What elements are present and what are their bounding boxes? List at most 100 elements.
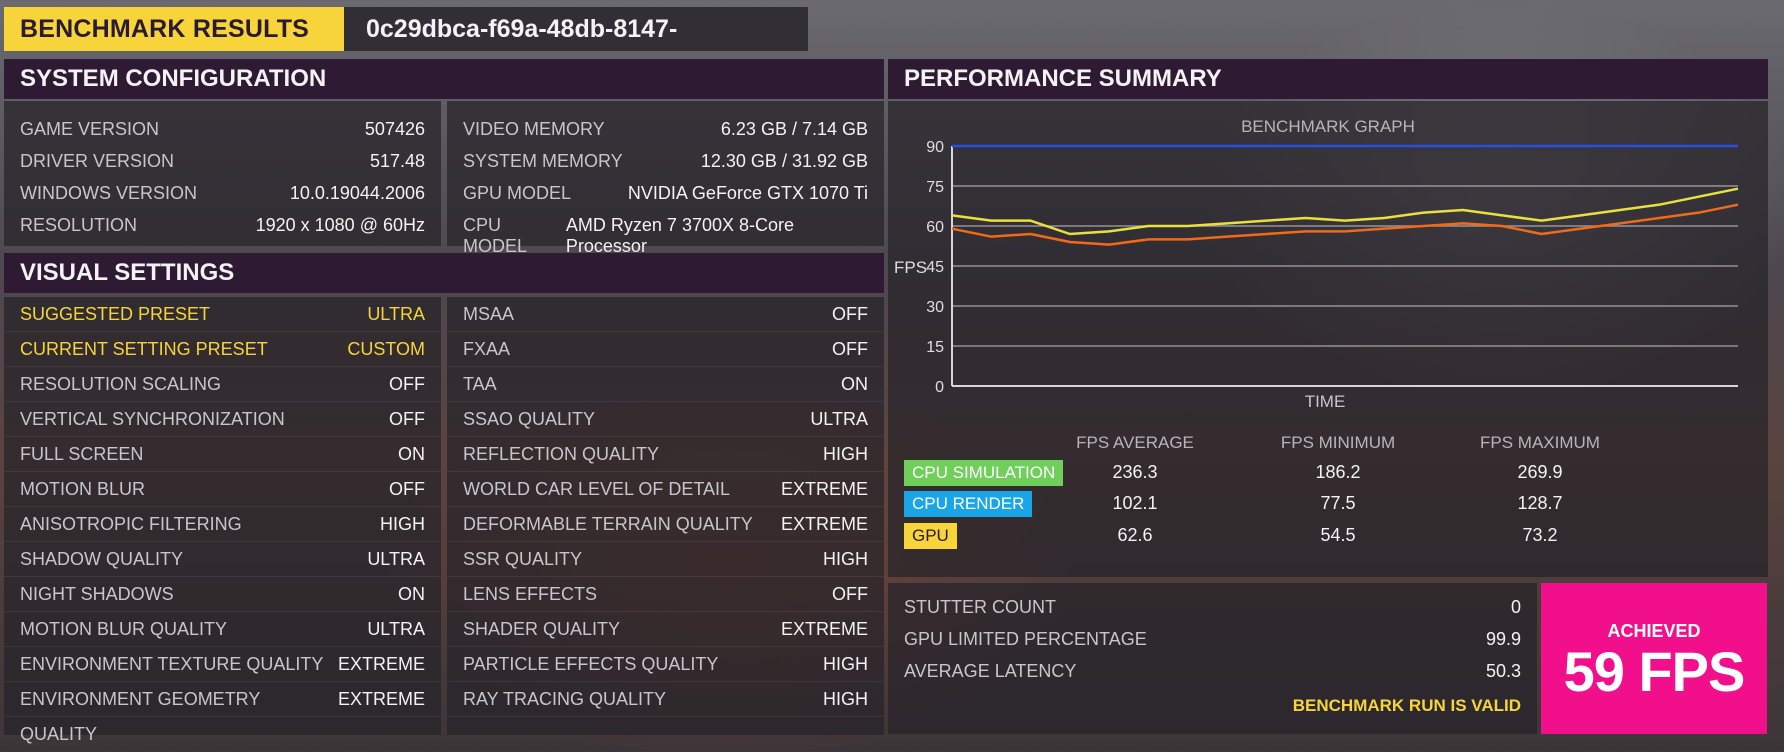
- setting-value: EXTREME: [780, 619, 868, 639]
- system-config-right: VIDEO MEMORY 6.23 GB / 7.14 GB SYSTEM MEM…: [447, 101, 884, 256]
- system-config-left: GAME VERSION 507426 DRIVER VERSION 517.48 …: [4, 101, 441, 246]
- achieved-value: 59 FPS: [1563, 640, 1746, 703]
- setting-label: ENVIRONMENT TEXTURE QUALITY: [20, 654, 324, 674]
- setting-label: DEFORMABLE TERRAIN QUALITY: [463, 514, 753, 534]
- stutter-count-label: STUTTER COUNT: [904, 597, 1056, 617]
- visual-setting-row: ENVIRONMENT TEXTURE QUALITY EXTREME: [4, 647, 441, 682]
- visual-setting-row: ENVIRONMENT GEOMETRY QUALITY EXTREME: [4, 682, 441, 744]
- visual-setting-row: SHADER QUALITY EXTREME: [447, 612, 884, 647]
- setting-label: RESOLUTION SCALING: [20, 374, 222, 394]
- visual-setting-row: MOTION BLUR OFF: [4, 472, 441, 507]
- setting-label: FULL SCREEN: [20, 444, 144, 464]
- setting-value: HIGH: [823, 549, 868, 569]
- system-config-header: SYSTEM CONFIGURATION: [4, 59, 884, 99]
- performance-panel: BENCHMARK GRAPH FPS 0 15 30 45 60 75 90 TIME FP…: [888, 101, 1768, 577]
- config-value: 517.48: [369, 151, 425, 171]
- visual-settings-right: MSAA OFF FXAA OFF TAA ON SSAO QUALITY ULTRA REFL…: [447, 297, 884, 735]
- config-row: SYSTEM MEMORY 12.30 GB / 31.92 GB: [447, 151, 884, 172]
- y-tick-label: 60: [926, 219, 944, 236]
- config-label: WINDOWS VERSION: [20, 183, 198, 203]
- col-fps-maximum: FPS MAXIMUM: [1480, 433, 1600, 452]
- setting-label: SSAO QUALITY: [463, 409, 596, 429]
- visual-setting-row: REFLECTION QUALITY HIGH: [447, 437, 884, 472]
- visual-setting-row: NIGHT SHADOWS ON: [4, 577, 441, 612]
- config-value: 12.30 GB / 31.92 GB: [700, 151, 868, 171]
- setting-label: PARTICLE EFFECTS QUALITY: [463, 654, 719, 674]
- setting-label: VERTICAL SYNCHRONIZATION: [20, 409, 285, 429]
- y-tick-label: 30: [926, 299, 944, 316]
- cpu-simulation-tag: CPU SIMULATION: [904, 460, 1064, 486]
- series-line: [951, 203, 1739, 246]
- achieved-label: ACHIEVED: [1607, 621, 1701, 641]
- config-row: VIDEO MEMORY 6.23 GB / 7.14 GB: [447, 119, 884, 140]
- config-value: 10.0.19044.2006: [289, 183, 425, 203]
- stat-value: 269.9: [1517, 462, 1563, 482]
- visual-setting-row: VERTICAL SYNCHRONIZATION OFF: [4, 402, 441, 437]
- setting-value: HIGH: [823, 654, 868, 674]
- visual-settings-left: SUGGESTED PRESET ULTRA CURRENT SETTING PRE…: [4, 297, 441, 744]
- stutter-count-value: 0: [1510, 597, 1521, 617]
- setting-value: OFF: [832, 339, 868, 359]
- config-row: GAME VERSION 507426: [4, 119, 441, 140]
- visual-setting-row: SUGGESTED PRESET ULTRA: [4, 297, 441, 332]
- config-label: RESOLUTION: [20, 215, 138, 235]
- achieved-fps-badge: ACHIEVED 59 FPS: [1541, 583, 1767, 734]
- stutter-count-row: STUTTER COUNT 0: [888, 597, 1537, 618]
- visual-setting-row: RAY TRACING QUALITY HIGH: [447, 682, 884, 717]
- setting-value: ULTRA: [367, 304, 425, 324]
- setting-value: ON: [841, 374, 868, 394]
- stat-value: 73.2: [1522, 525, 1558, 545]
- visual-setting-row: MOTION BLUR QUALITY ULTRA: [4, 612, 441, 647]
- setting-value: EXTREME: [780, 479, 868, 499]
- y-tick-label: 0: [935, 379, 944, 396]
- setting-label: MSAA: [463, 304, 515, 324]
- setting-label: SHADOW QUALITY: [20, 549, 184, 569]
- graph-title: BENCHMARK GRAPH: [1241, 117, 1415, 136]
- visual-settings-header: VISUAL SETTINGS: [4, 253, 884, 293]
- visual-setting-row: FULL SCREEN ON: [4, 437, 441, 472]
- visual-setting-row: ANISOTROPIC FILTERING HIGH: [4, 507, 441, 542]
- visual-setting-row: SSAO QUALITY ULTRA: [447, 402, 884, 437]
- x-axis-label: TIME: [1305, 392, 1346, 411]
- visual-setting-row: SHADOW QUALITY ULTRA: [4, 542, 441, 577]
- setting-value: EXTREME: [780, 514, 868, 534]
- config-value: 1920 x 1080 @ 60Hz: [255, 215, 425, 235]
- setting-label: MOTION BLUR QUALITY: [20, 619, 228, 639]
- y-tick-label: 15: [926, 339, 944, 356]
- setting-label: SSR QUALITY: [463, 549, 583, 569]
- benchmark-results-title: BENCHMARK RESULTS: [4, 7, 344, 51]
- y-tick-label: 75: [926, 179, 944, 196]
- setting-label: NIGHT SHADOWS: [20, 584, 174, 604]
- stat-value: 236.3: [1112, 462, 1158, 482]
- setting-label: LENS EFFECTS: [463, 584, 598, 604]
- visual-setting-row: DEFORMABLE TERRAIN QUALITY EXTREME: [447, 507, 884, 542]
- visual-setting-row: LENS EFFECTS OFF: [447, 577, 884, 612]
- setting-value: OFF: [389, 479, 425, 499]
- setting-value: EXTREME: [337, 654, 425, 674]
- col-fps-minimum: FPS MINIMUM: [1280, 433, 1396, 452]
- config-label: DRIVER VERSION: [20, 151, 175, 171]
- visual-setting-row: FXAA OFF: [447, 332, 884, 367]
- visual-setting-row: TAA ON: [447, 367, 884, 402]
- y-tick-label: 90: [926, 139, 944, 156]
- stat-value: 62.6: [1117, 525, 1153, 545]
- setting-label: SUGGESTED PRESET: [20, 304, 211, 324]
- run-id: 0c29dbca-f69a-48db-8147-6242c6a93209: [344, 7, 808, 87]
- valid-status: BENCHMARK RUN IS VALID: [1292, 696, 1521, 715]
- stat-value: 54.5: [1320, 525, 1356, 545]
- col-fps-average: FPS AVERAGE: [1076, 433, 1194, 452]
- stat-value: 102.1: [1112, 493, 1158, 513]
- setting-label: ANISOTROPIC FILTERING: [20, 514, 242, 534]
- config-label: VIDEO MEMORY: [463, 119, 605, 139]
- config-label: GAME VERSION: [20, 119, 160, 139]
- setting-value: HIGH: [380, 514, 425, 534]
- setting-label: SHADER QUALITY: [463, 619, 621, 639]
- config-row: WINDOWS VERSION 10.0.19044.2006: [4, 183, 441, 204]
- cpu-render-tag: CPU RENDER: [904, 491, 1033, 517]
- setting-value: ON: [398, 584, 425, 604]
- visual-setting-row: MSAA OFF: [447, 297, 884, 332]
- benchmark-graph: 0 15 30 45 60 75 90 TIME: [926, 139, 1739, 411]
- y-axis-label: FPS: [894, 258, 928, 277]
- visual-setting-row: SSR QUALITY HIGH: [447, 542, 884, 577]
- setting-label: CURRENT SETTING PRESET: [20, 339, 268, 359]
